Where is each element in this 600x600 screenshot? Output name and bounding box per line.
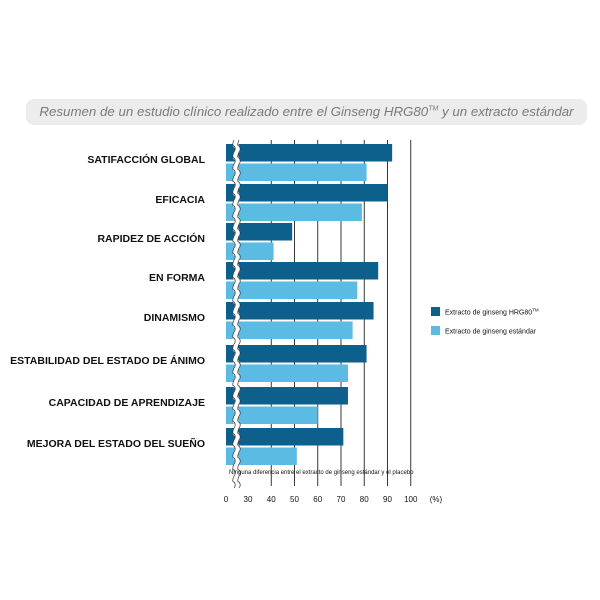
x-tick-label: 80	[360, 495, 369, 504]
category-label: EFICACIA	[155, 194, 205, 206]
x-tick-label: 50	[290, 495, 299, 504]
axis-break-band	[232, 139, 241, 490]
bar-hrg80	[226, 184, 388, 202]
x-axis-unit: (%)	[430, 495, 443, 504]
category-labels: SATIFACCIÓN GLOBAL EFICACIA RAPIDEZ DE ACC…	[10, 153, 205, 450]
category-label: EN FORMA	[149, 272, 205, 284]
category-label: SATIFACCIÓN GLOBAL	[87, 153, 205, 166]
bar-standard	[226, 364, 348, 382]
bar-standard	[226, 281, 358, 299]
axis-break	[232, 139, 241, 490]
x-tick-label: 60	[313, 495, 322, 504]
x-tick-label: 70	[337, 495, 346, 504]
bar-hrg80	[226, 302, 374, 320]
chart-note: Ninguna diferencia entre el extracto de …	[229, 470, 414, 476]
bar-standard	[226, 163, 367, 181]
bar-standard	[226, 447, 297, 465]
chart-title-box: Resumen de un estudio clínico realizado …	[26, 99, 587, 125]
category-label: CAPACIDAD DE APRENDIZAJE	[49, 397, 205, 409]
bar-hrg80	[226, 262, 379, 280]
bar-hrg80	[226, 428, 344, 446]
legend-swatch	[431, 307, 440, 316]
category-label: ESTABILIDAD DEL ESTADO DE ÁNIMO	[10, 354, 205, 367]
bar-hrg80	[226, 223, 293, 241]
bars	[226, 144, 393, 465]
legend-swatch	[431, 326, 440, 335]
bar-hrg80	[226, 345, 367, 363]
bar-standard	[226, 321, 353, 339]
x-axis: 0 30 40 50 60 70 80 90 100 (%)	[224, 495, 443, 504]
category-label: MEJORA DEL ESTADO DEL SUEÑO	[27, 437, 205, 450]
category-label: DINAMISMO	[144, 312, 205, 324]
x-tick-label: 90	[383, 495, 392, 504]
axis-break-line	[232, 139, 236, 489]
category-label: RAPIDEZ DE ACCIÓN	[97, 232, 205, 245]
bar-standard	[226, 203, 362, 221]
bar-hrg80	[226, 144, 393, 162]
legend-label: Extracto de ginseng HRG80TM	[445, 308, 539, 317]
x-tick-label: 0	[224, 495, 229, 504]
axis-break-line	[237, 139, 241, 489]
x-tick-label: 40	[267, 495, 276, 504]
bar-hrg80	[226, 387, 348, 405]
x-tick-label: 100	[404, 495, 418, 504]
legend: Extracto de ginseng HRG80TM Extracto de g…	[431, 307, 539, 336]
legend-label: Extracto de ginseng estándar	[445, 329, 537, 336]
chart-title: Resumen de un estudio clínico realizado …	[39, 104, 574, 119]
bar-standard	[226, 406, 318, 424]
x-tick-label: 30	[244, 495, 253, 504]
